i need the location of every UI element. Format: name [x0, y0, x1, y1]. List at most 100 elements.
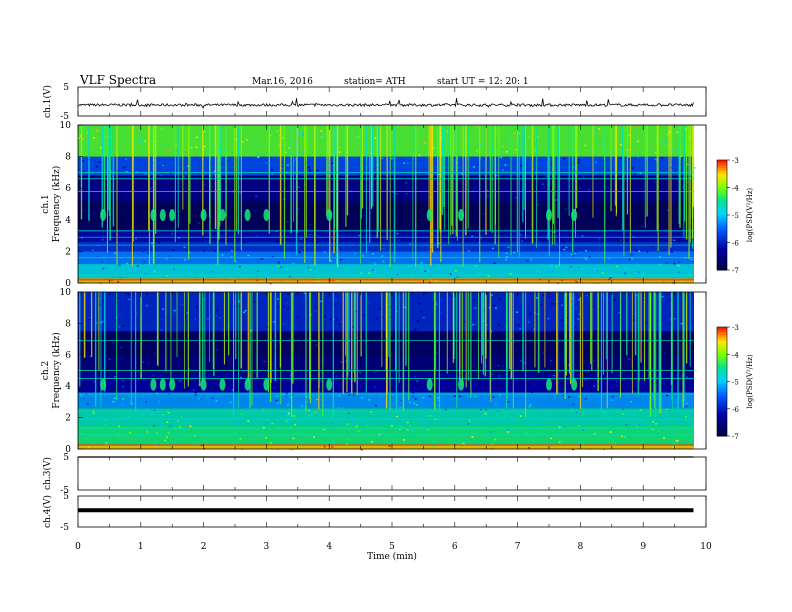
- spectrogram-pixel: [289, 426, 292, 429]
- spectrogram-pixel: [397, 191, 400, 194]
- spectrogram-pixel: [137, 139, 140, 141]
- y-axis-label: Frequency (kHz): [51, 332, 62, 409]
- spectrogram-pixel: [192, 389, 195, 391]
- spectrogram-pixel: [420, 262, 423, 264]
- spectrogram-pixel: [456, 345, 459, 348]
- spectrogram-pixel: [651, 428, 654, 430]
- spectrogram-pixel: [640, 447, 643, 450]
- spectrogram-pixel: [358, 234, 361, 237]
- spectrogram-pixel: [479, 237, 482, 239]
- spectrogram-pixel: [589, 220, 592, 223]
- emission-blob: [244, 209, 251, 222]
- spectrogram-pixel: [229, 401, 232, 404]
- spectrogram-pixel: [96, 319, 99, 322]
- spectrogram-pixel: [491, 294, 494, 296]
- spectrogram-pixel: [270, 168, 273, 171]
- spectrogram-pixel: [596, 270, 599, 272]
- spectrogram-pixel: [176, 349, 179, 351]
- spectrogram-pixel: [501, 341, 504, 343]
- spectrogram-pixel: [446, 185, 449, 187]
- emission-blob: [458, 378, 465, 391]
- spectrogram-pixel: [593, 385, 596, 387]
- spectrogram-pixel: [550, 342, 553, 344]
- spectrogram-pixel: [340, 321, 343, 323]
- spectrogram-pixel: [607, 417, 610, 419]
- colorbar-step: [717, 195, 727, 199]
- spectrogram-pixel: [167, 411, 170, 414]
- spectrogram-pixel: [432, 180, 435, 182]
- spectrogram-pixel: [182, 175, 185, 178]
- spectrogram-pixel: [573, 357, 576, 359]
- colorbar-step: [717, 340, 727, 344]
- spectrogram-pixel: [672, 446, 675, 448]
- spectrogram-pixel: [338, 151, 341, 153]
- spectrogram-pixel: [98, 177, 101, 179]
- spectrogram-pixel: [80, 237, 83, 239]
- emission-blob: [546, 378, 552, 391]
- spectrogram-pixel: [427, 428, 430, 431]
- ch4-waveform-panel: 5-5ch.4(V): [42, 492, 707, 533]
- spectrogram-pixel: [112, 341, 115, 344]
- x-axis-label: Time (min): [367, 551, 417, 562]
- spectrogram-pixel: [373, 371, 376, 374]
- spectrogram-pixel: [658, 197, 661, 200]
- spectrogram-pixel: [610, 399, 613, 402]
- spectrogram-pixel: [475, 125, 478, 127]
- spectrogram-pixel: [680, 210, 683, 213]
- spectrogram-pixel: [209, 363, 212, 366]
- colorbar-step: [717, 378, 727, 382]
- spectrogram-pixel: [533, 149, 536, 152]
- spectrogram-pixel: [238, 216, 241, 218]
- spectrogram-pixel: [441, 214, 444, 217]
- colorbar-step: [717, 237, 727, 241]
- spectrogram-pixel: [539, 173, 542, 175]
- spectrogram-pixel: [470, 246, 473, 249]
- spectrogram-pixel: [151, 242, 154, 244]
- spectrogram-pixel: [158, 400, 161, 403]
- spectrogram-band: [78, 156, 694, 176]
- spectrogram-pixel: [264, 206, 267, 209]
- y-tick-label: 8: [65, 319, 71, 329]
- colorbar-step: [717, 408, 727, 412]
- spectrogram-band: [78, 175, 694, 201]
- spectrogram-pixel: [251, 197, 254, 200]
- spectrogram-pixel: [266, 127, 269, 129]
- spectrogram-pixel: [85, 186, 88, 188]
- spectrogram-pixel: [148, 280, 151, 282]
- spectrogram-pixel: [276, 240, 279, 243]
- spectrogram-pixel: [661, 295, 664, 298]
- emission-blob: [200, 209, 207, 222]
- spectrogram-pixel: [78, 243, 81, 246]
- spectrogram-pixel: [145, 304, 148, 307]
- spectrogram-pixel: [506, 209, 509, 212]
- spectrogram-pixel: [177, 237, 180, 239]
- spectrogram-pixel: [474, 265, 477, 267]
- spectrogram-pixel: [357, 430, 360, 432]
- spectrogram-pixel: [396, 380, 399, 383]
- spectrogram-pixel: [228, 218, 231, 221]
- emission-blob: [326, 209, 333, 222]
- spectrogram-pixel: [537, 203, 540, 206]
- spectrogram-pixel: [374, 404, 377, 407]
- spectrogram-pixel: [425, 277, 428, 280]
- spectrogram-pixel: [412, 395, 415, 398]
- spectrogram-pixel: [455, 276, 458, 278]
- spectrogram-pixel: [161, 414, 164, 416]
- spectrogram-pixel: [158, 367, 161, 369]
- spectrogram-pixel: [234, 187, 237, 190]
- spectrogram-pixel: [658, 430, 661, 432]
- spectrogram-pixel: [474, 384, 477, 386]
- spectrogram-pixel: [120, 353, 123, 356]
- spectrogram-pixel: [560, 319, 563, 321]
- spectrogram-pixel: [356, 225, 359, 228]
- spectrogram-pixel: [122, 325, 125, 327]
- spectrogram-pixel: [118, 264, 121, 266]
- spectrogram-pixel: [417, 168, 420, 171]
- spectrogram-pixel: [286, 212, 289, 215]
- spectrogram-pixel: [547, 360, 550, 362]
- spectrogram-pixel: [153, 270, 156, 273]
- spectrogram-pixel: [288, 215, 291, 217]
- spectrogram-pixel: [276, 343, 279, 346]
- spectrogram-pixel: [84, 437, 87, 439]
- emission-blob: [458, 209, 465, 222]
